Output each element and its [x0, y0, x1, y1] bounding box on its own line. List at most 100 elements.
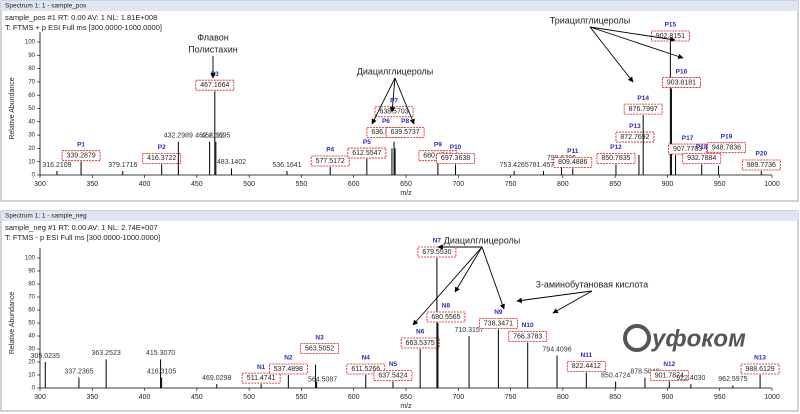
peak-id: N5	[389, 361, 398, 368]
label-box	[241, 372, 281, 384]
x-tick-label: 400	[139, 181, 151, 188]
peak-label: 679.5530	[422, 249, 451, 256]
annotation: Флавон	[197, 32, 228, 42]
peak-label: 416.3105	[147, 368, 176, 375]
label-box	[426, 311, 466, 323]
y-tick-label: 80	[28, 282, 35, 288]
label-box	[346, 363, 386, 375]
y-tick-label: 40	[28, 334, 35, 340]
peak-label: 822.4412	[572, 363, 601, 370]
window-title: Spectrum 1: 1 - sample_pos	[5, 3, 87, 10]
peak-label: 337.2365	[64, 368, 93, 375]
annotation-arrow	[454, 246, 483, 293]
peak-id: P5	[363, 139, 371, 146]
logo-mark	[623, 324, 651, 352]
annotation-arrow	[589, 26, 684, 60]
peak-id: N3	[315, 334, 324, 341]
peak-label: 922.4030	[676, 375, 705, 382]
y-tick-label: 30	[28, 347, 35, 353]
peak-id: P3	[211, 71, 219, 78]
peak-label: 710.3157	[454, 327, 483, 334]
peak-id: N12	[663, 361, 675, 368]
annotation-arrow	[589, 26, 634, 83]
peak-label: 415.3070	[146, 350, 175, 357]
label-box	[478, 318, 518, 329]
peak-label: 901.7874	[655, 372, 684, 379]
y-axis-label: Relative Abundance	[9, 77, 16, 139]
peak-label: 305.0235	[31, 353, 60, 360]
peak-label: 738.3471	[484, 320, 513, 327]
peak-id: N11	[581, 352, 593, 359]
peak-id: P1	[77, 141, 85, 148]
info-line: sample_neg #1 RT: 0.00 AV: 1 NL: 2.74E+0…	[5, 223, 158, 232]
peak-label: 467.1664	[200, 82, 229, 89]
x-tick-label: 450	[191, 394, 203, 401]
peak-label: 989.7736	[747, 162, 776, 169]
peak-label: 794.4096	[542, 346, 571, 353]
x-axis-label: m/z	[400, 190, 412, 197]
peak-label: 766.3783	[513, 333, 542, 340]
peak-label: 316.2109	[42, 162, 71, 169]
label-box	[615, 131, 655, 143]
y-tick-label: 20	[28, 146, 35, 152]
y-tick-label: 30	[28, 133, 35, 139]
x-tick-label: 500	[243, 181, 255, 188]
label-box	[596, 152, 636, 164]
annotation: 3-аминобутановая кислота	[536, 279, 648, 289]
x-tick-label: 900	[662, 181, 674, 188]
peak-id: P7	[390, 97, 398, 104]
label-box	[662, 77, 701, 88]
x-axis-label: m/z	[400, 403, 412, 410]
x-tick-label: 350	[86, 181, 98, 188]
annotation-arrow	[516, 290, 593, 304]
y-tick-label: 100	[25, 256, 36, 262]
label-box	[417, 246, 457, 258]
peak-label: 363.2523	[92, 350, 121, 357]
peak-id: P10	[450, 144, 462, 151]
peak-id: P19	[721, 133, 733, 140]
peak-label: 907.7703	[673, 146, 702, 153]
peak-label: 850.7835	[601, 155, 630, 162]
annotation-arrow	[412, 246, 483, 326]
peak-id: P17	[682, 135, 694, 142]
peak-id: P15	[665, 22, 677, 29]
annotation: Диацилглицеролы	[357, 66, 434, 76]
title-bar	[1, 211, 798, 221]
peak-label: 903.8181	[667, 79, 696, 86]
label-box	[508, 331, 548, 342]
peak-label: 637.5424	[378, 372, 407, 379]
peak-label: 876.7997	[629, 106, 658, 113]
label-box	[682, 152, 722, 164]
peak-label: 462.2112	[195, 133, 224, 140]
x-tick-label: 300	[34, 394, 46, 401]
label-box	[373, 370, 413, 381]
y-tick-label: 40	[28, 119, 35, 125]
peak-label: 697.3638	[441, 155, 470, 162]
peak-label: 680.5565	[431, 314, 460, 321]
label-box	[400, 337, 440, 349]
label-box	[61, 150, 101, 162]
y-tick-label: 90	[28, 269, 35, 275]
label-box	[707, 142, 746, 154]
y-tick-label: 50	[28, 106, 35, 112]
peak-id: N9	[494, 309, 503, 316]
x-tick-label: 650	[400, 181, 412, 188]
peak-id: P14	[637, 95, 649, 102]
peak-label: 339.2879	[66, 153, 95, 160]
y-tick-label: 0	[32, 173, 36, 179]
peak-label: 781.4576	[529, 162, 558, 169]
peak-label: 536.1641	[272, 162, 301, 169]
x-tick-label: 850	[609, 394, 621, 401]
peak-label: 902.8151	[656, 33, 685, 40]
label-box	[142, 152, 182, 164]
peak-id: P4	[326, 147, 334, 154]
x-tick-label: 600	[348, 181, 360, 188]
peak-id: N1	[257, 364, 266, 371]
x-tick-label: 550	[296, 181, 308, 188]
peak-label: 962.5975	[718, 376, 747, 383]
peak-label: 612.5547	[352, 150, 381, 157]
peak-label: 809.4886	[558, 159, 587, 166]
peak-id: P20	[756, 151, 768, 158]
peak-id: N4	[362, 355, 371, 362]
